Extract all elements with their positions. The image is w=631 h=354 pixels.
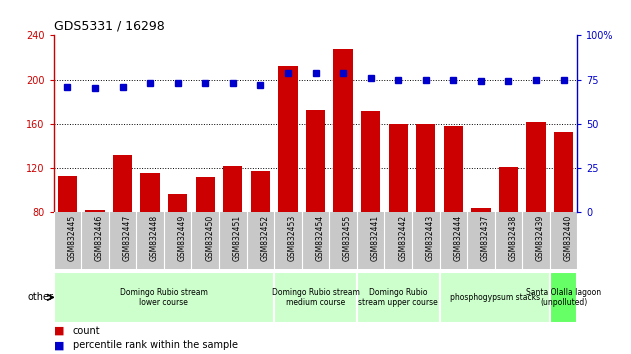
- Text: GSM832448: GSM832448: [150, 215, 159, 261]
- Bar: [306, 109, 325, 212]
- Bar: [389, 124, 408, 212]
- Bar: [58, 176, 77, 212]
- Bar: [278, 67, 298, 212]
- Text: GSM832443: GSM832443: [426, 215, 435, 262]
- Text: GSM832437: GSM832437: [481, 215, 490, 262]
- Text: Domingo Rubio stream
lower course: Domingo Rubio stream lower course: [120, 288, 208, 307]
- Text: GSM832451: GSM832451: [233, 215, 242, 261]
- Text: other: other: [28, 292, 54, 302]
- Bar: [357, 272, 440, 323]
- Text: GSM832453: GSM832453: [288, 215, 297, 262]
- Bar: [168, 194, 187, 212]
- Text: GSM832446: GSM832446: [95, 215, 104, 262]
- Bar: [471, 208, 490, 212]
- Bar: [444, 126, 463, 212]
- Text: ■: ■: [54, 326, 64, 336]
- Bar: [223, 166, 242, 212]
- Text: GDS5331 / 16298: GDS5331 / 16298: [54, 20, 165, 33]
- Bar: [196, 177, 215, 212]
- Bar: [333, 48, 353, 212]
- Bar: [550, 272, 577, 323]
- Text: Domingo Rubio
stream upper course: Domingo Rubio stream upper course: [358, 288, 438, 307]
- Bar: [274, 272, 357, 323]
- Bar: [554, 132, 573, 212]
- Text: GSM832455: GSM832455: [343, 215, 352, 262]
- Bar: [526, 122, 546, 212]
- Bar: [440, 272, 550, 323]
- Bar: [85, 210, 105, 212]
- Text: Santa Olalla lagoon
(unpolluted): Santa Olalla lagoon (unpolluted): [526, 288, 601, 307]
- Text: GSM832440: GSM832440: [563, 215, 572, 262]
- Text: GSM832441: GSM832441: [370, 215, 380, 261]
- Text: Domingo Rubio stream
medium course: Domingo Rubio stream medium course: [271, 288, 360, 307]
- Bar: [141, 172, 160, 212]
- Text: GSM832452: GSM832452: [261, 215, 269, 261]
- Bar: [54, 272, 274, 323]
- Bar: [251, 171, 270, 212]
- Bar: [113, 155, 132, 212]
- Text: phosphogypsum stacks: phosphogypsum stacks: [450, 293, 540, 302]
- Text: ■: ■: [54, 340, 64, 350]
- Bar: [416, 124, 435, 212]
- Text: percentile rank within the sample: percentile rank within the sample: [73, 340, 237, 350]
- Bar: [498, 167, 518, 212]
- Text: GSM832438: GSM832438: [509, 215, 517, 261]
- Text: GSM832447: GSM832447: [122, 215, 131, 262]
- Bar: [361, 110, 380, 212]
- Text: GSM832450: GSM832450: [205, 215, 215, 262]
- Text: GSM832454: GSM832454: [316, 215, 324, 262]
- Text: GSM832445: GSM832445: [68, 215, 76, 262]
- Text: GSM832442: GSM832442: [398, 215, 407, 261]
- Text: GSM832439: GSM832439: [536, 215, 545, 262]
- Text: GSM832444: GSM832444: [453, 215, 463, 262]
- Text: count: count: [73, 326, 100, 336]
- Text: GSM832449: GSM832449: [178, 215, 187, 262]
